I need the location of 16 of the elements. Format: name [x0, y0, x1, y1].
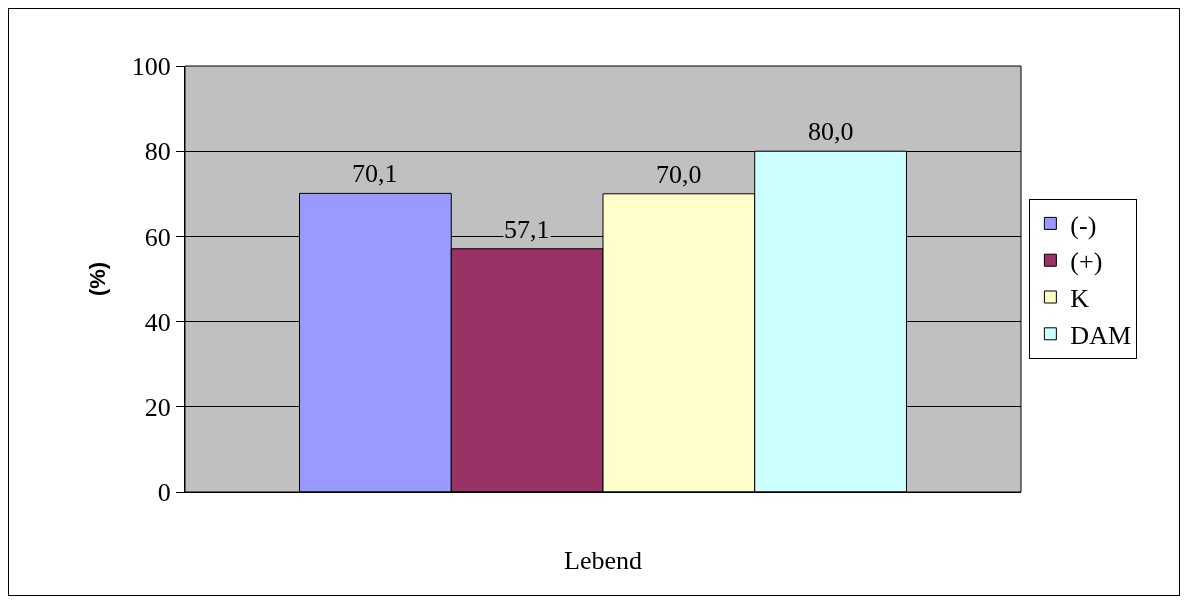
data-label: 80,0 [808, 117, 854, 146]
data-label: 57,1 [504, 215, 550, 244]
y-tick-label: 60 [144, 222, 171, 252]
legend-label: DAM [1070, 320, 1132, 350]
y-tick-label: 0 [157, 478, 171, 508]
legend-label: (-) [1070, 210, 1097, 240]
legend-label: (+) [1070, 247, 1103, 277]
y-tick-label: 20 [144, 392, 171, 422]
y-tick-label: 40 [144, 307, 171, 337]
legend-label: K [1070, 284, 1090, 314]
y-axis-title: (%) [84, 261, 110, 297]
y-tick-label: 80 [144, 137, 171, 167]
x-tick-label: Lebend [564, 546, 642, 576]
y-tick-label: 100 [131, 52, 171, 82]
data-label: 70,1 [352, 159, 398, 188]
data-label: 70,0 [656, 160, 702, 189]
